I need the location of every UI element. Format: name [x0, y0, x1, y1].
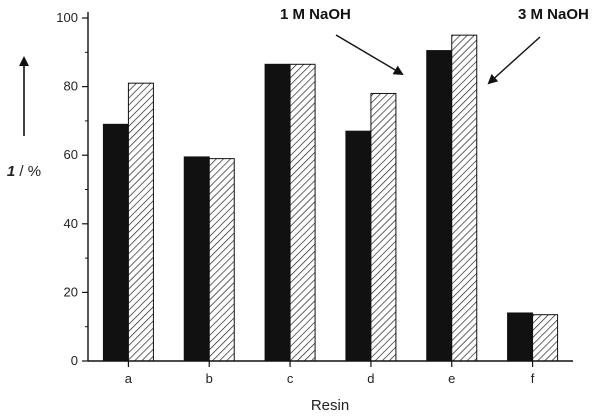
annotation-1m-naoh: 1 M NaOH [280, 6, 351, 23]
bar-a-series-1 [102, 123, 129, 362]
bar-d-series-2 [370, 92, 397, 362]
y-axis-title: 1 / % [7, 163, 41, 180]
y-axis-title-rest: / % [15, 163, 41, 180]
bar-e-series-2 [451, 34, 478, 362]
bar-c-series-1 [264, 63, 291, 362]
annotation-3m-naoh: 3 M NaOH [518, 6, 589, 23]
bar-b-series-2 [208, 158, 235, 362]
y-tick-label: 40 [64, 216, 78, 231]
bar-b-series-1 [183, 156, 210, 362]
y-tick-label: 100 [56, 10, 78, 25]
bars-group [102, 34, 559, 362]
y-tick-label: 60 [64, 147, 78, 162]
bar-d-series-1 [345, 130, 372, 362]
y-tick-label: 20 [64, 284, 78, 299]
x-tick-label-d: d [367, 371, 374, 386]
x-tick-label-e: e [448, 371, 455, 386]
bar-c-series-2 [289, 63, 316, 362]
y-tick-label: 0 [71, 353, 78, 368]
annotation-3m-arrow [487, 36, 541, 85]
x-tick-label-f: f [531, 371, 535, 386]
bar-e-series-1 [426, 50, 453, 362]
x-tick-label-a: a [125, 371, 133, 386]
annotation-1m-arrow [335, 34, 404, 76]
bar-f-series-2 [532, 314, 559, 362]
y-tick-label: 80 [64, 79, 78, 94]
x-axis-title: Resin [311, 397, 349, 414]
bar-f-series-1 [507, 312, 534, 362]
bar-a-series-2 [127, 82, 154, 362]
y-axis-title-bold: 1 [7, 163, 15, 180]
y-ticks-group: 0 20 40 60 80 100 [56, 10, 88, 368]
x-tick-label-b: b [206, 371, 213, 386]
x-tick-label-c: c [287, 371, 294, 386]
x-ticks-group: a b c d e f [125, 361, 535, 386]
